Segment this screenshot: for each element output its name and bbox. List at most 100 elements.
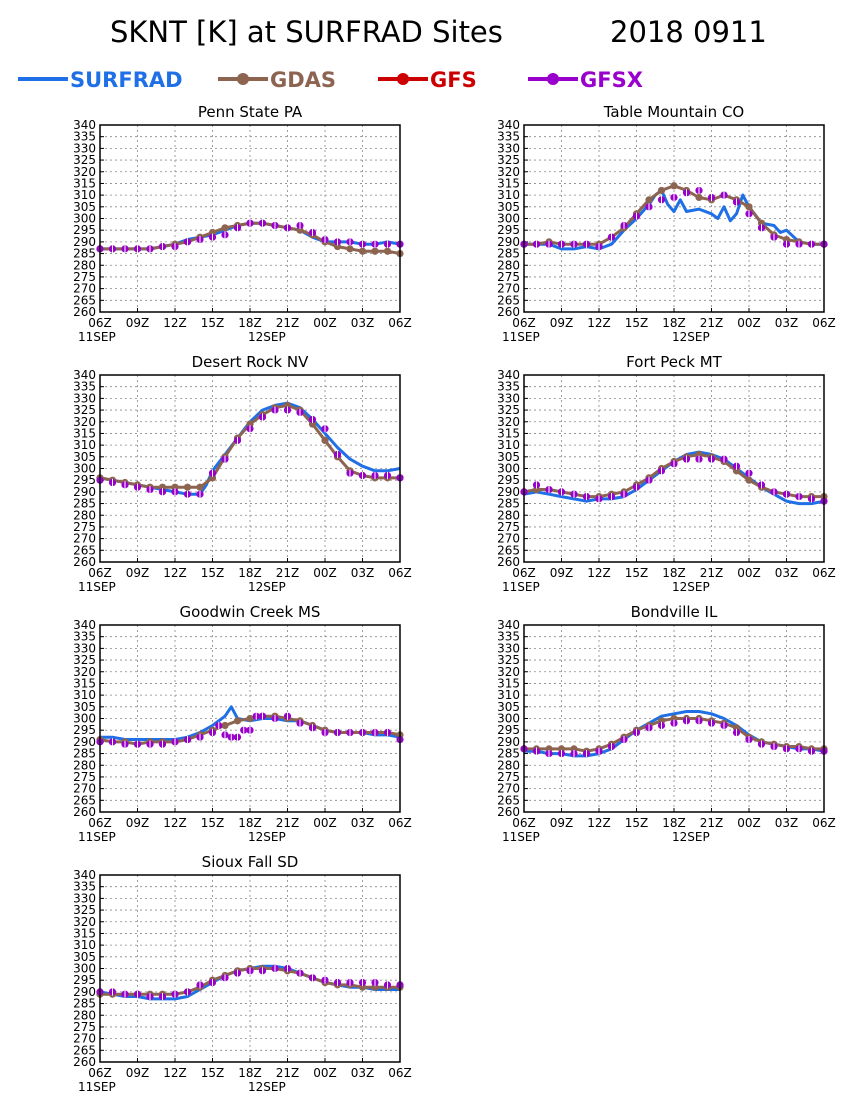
x-tick-label: 15Z [201, 816, 225, 830]
y-tick-label: 300 [497, 212, 520, 226]
date-label: 11SEP [78, 580, 116, 594]
y-tick-label: 310 [73, 438, 96, 452]
y-tick-label: 320 [73, 415, 96, 429]
x-tick-label: 03Z [351, 816, 375, 830]
y-tick-label: 265 [497, 293, 520, 307]
y-tick-label: 335 [73, 880, 96, 894]
gdas-point [745, 203, 753, 211]
y-tick-label: 300 [73, 462, 96, 476]
panel-bondville-il: Bondville IL2602652702752802852902953003… [497, 603, 836, 844]
y-tick-label: 340 [73, 868, 96, 882]
y-tick-label: 310 [73, 938, 96, 952]
gdas-point [346, 245, 354, 253]
y-tick-label: 265 [73, 543, 96, 557]
y-tick-label: 265 [73, 293, 96, 307]
x-tick-label: 06Z [88, 566, 112, 580]
y-tick-label: 280 [73, 1008, 96, 1022]
y-tick-label: 315 [73, 676, 96, 690]
y-tick-label: 270 [497, 282, 520, 296]
y-tick-label: 300 [497, 462, 520, 476]
gdas-point [745, 476, 753, 484]
y-tick-label: 335 [73, 630, 96, 644]
y-tick-label: 265 [73, 1043, 96, 1057]
y-tick-label: 295 [73, 223, 96, 237]
y-tick-label: 330 [497, 141, 520, 155]
y-tick-label: 305 [497, 700, 520, 714]
x-tick-label: 15Z [625, 816, 649, 830]
date-label: 11SEP [502, 830, 540, 844]
x-tick-label: 06Z [812, 566, 836, 580]
y-tick-label: 290 [73, 235, 96, 249]
y-tick-label: 275 [73, 270, 96, 284]
figure-title-date: 2018 0911 [610, 15, 767, 49]
y-tick-label: 340 [73, 368, 96, 382]
y-tick-label: 300 [497, 712, 520, 726]
gridlines [100, 875, 400, 1062]
y-tick-label: 280 [497, 758, 520, 772]
y-tick-label: 310 [497, 188, 520, 202]
plot-frame [523, 374, 825, 563]
gdas-point [321, 436, 329, 445]
y-tick-label: 330 [497, 391, 520, 405]
date-label: 12SEP [248, 330, 286, 344]
y-tick-label: 340 [73, 618, 96, 632]
x-tick-label: 21Z [700, 566, 724, 580]
y-tick-label: 280 [73, 508, 96, 522]
date-label: 11SEP [78, 330, 116, 344]
y-tick-label: 310 [497, 688, 520, 702]
x-tick-label: 18Z [662, 816, 686, 830]
x-tick-label: 06Z [88, 816, 112, 830]
x-tick-label: 18Z [238, 566, 262, 580]
gdas-point [196, 483, 204, 491]
series-gdas [520, 182, 828, 248]
gridlines [524, 125, 824, 312]
y-tick-label: 270 [73, 1032, 96, 1046]
x-tick-label: 03Z [351, 566, 375, 580]
y-tick-label: 315 [497, 426, 520, 440]
panel-title: Bondville IL [631, 603, 718, 621]
x-tick-label: 00Z [313, 566, 337, 580]
y-tick-label: 320 [497, 165, 520, 179]
y-tick-label: 280 [73, 758, 96, 772]
x-tick-label: 09Z [126, 1066, 150, 1080]
legend-label-gfsx: GFSX [580, 68, 643, 92]
panel-penn-state-pa: Penn State PA 260265270275280285290295300… [73, 103, 412, 344]
x-tick-label: 06Z [388, 816, 412, 830]
date-label: 11SEP [502, 330, 540, 344]
panel-title: Sioux Fall SD [202, 853, 299, 871]
y-tick-label: 340 [497, 118, 520, 132]
y-tick-label: 330 [73, 891, 96, 905]
y-tick-label: 305 [73, 200, 96, 214]
gridlines [100, 375, 400, 562]
y-tick-label: 330 [497, 641, 520, 655]
y-tick-label: 325 [73, 903, 96, 917]
x-tick-label: 21Z [276, 816, 300, 830]
gdas-point [695, 193, 703, 202]
y-tick-label: 295 [497, 473, 520, 487]
legend-marker-gdas [237, 73, 249, 85]
x-tick-label: 06Z [388, 566, 412, 580]
panel-fort-peck-mt: Fort Peck MT2602652702752802852902953003… [497, 353, 836, 594]
date-label: 12SEP [248, 580, 286, 594]
y-tick-label: 290 [73, 485, 96, 499]
y-tick-label: 305 [73, 700, 96, 714]
y-tick-label: 295 [73, 723, 96, 737]
y-tick-label: 260 [497, 555, 520, 569]
y-tick-label: 260 [497, 305, 520, 319]
gdas-point [233, 717, 242, 725]
x-tick-label: 12Z [163, 566, 187, 580]
date-label: 12SEP [672, 330, 710, 344]
date-label: 12SEP [672, 830, 710, 844]
series-gfsx [96, 712, 404, 748]
y-tick-label: 275 [73, 1020, 96, 1034]
x-tick-label: 00Z [737, 566, 761, 580]
y-tick-label: 340 [73, 118, 96, 132]
x-tick-label: 06Z [88, 1066, 112, 1080]
y-tick-label: 280 [73, 258, 96, 272]
y-tick-label: 325 [73, 653, 96, 667]
panel-goodwin-creek-ms: Goodwin Creek MS 260265270275280285290295… [73, 603, 412, 844]
x-tick-label: 06Z [512, 316, 536, 330]
y-tick-label: 335 [73, 130, 96, 144]
gdas-point [246, 714, 254, 723]
